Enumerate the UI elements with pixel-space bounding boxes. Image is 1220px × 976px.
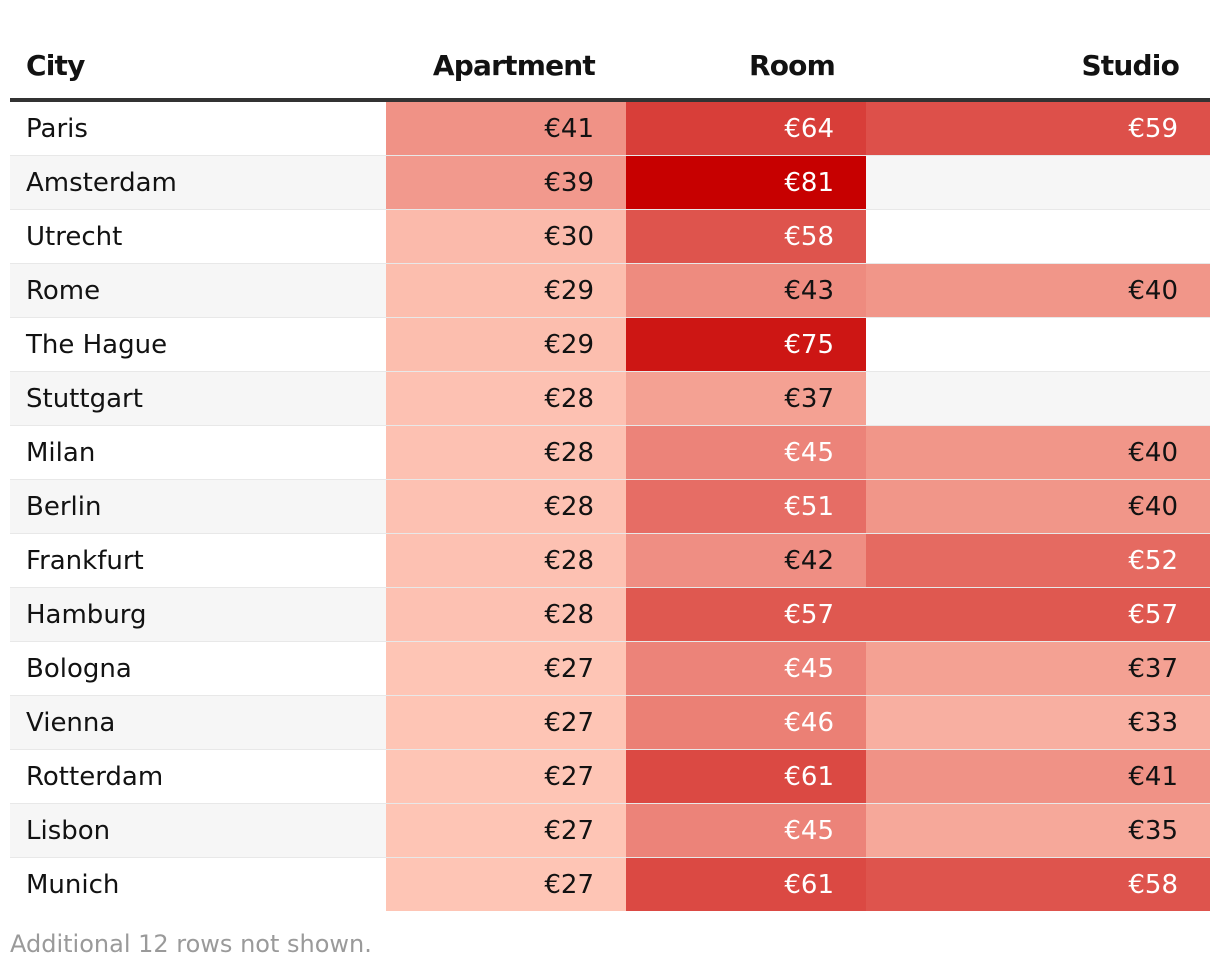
city-cell: Munich <box>10 857 386 911</box>
table-row: Vienna €27 €46 €33 <box>10 695 1210 750</box>
room-price-cell: €45 <box>626 803 866 858</box>
city-cell: The Hague <box>10 317 386 372</box>
table-row: Amsterdam €39 €81 <box>10 155 1210 210</box>
room-price-cell: €64 <box>626 100 866 156</box>
city-cell: Frankfurt <box>10 533 386 588</box>
room-price-cell: €43 <box>626 263 866 318</box>
studio-price-cell <box>866 209 1210 264</box>
table-row: Hamburg €28 €57 €57 <box>10 587 1210 642</box>
header-room[interactable]: Room <box>626 32 866 102</box>
room-price-cell: €58 <box>626 209 866 264</box>
apartment-price-cell: €27 <box>386 695 626 750</box>
room-price-cell: €57 <box>626 587 866 642</box>
apartment-price-cell: €30 <box>386 209 626 264</box>
room-price-cell: €45 <box>626 425 866 480</box>
studio-price-cell <box>866 155 1210 210</box>
studio-price-cell <box>866 371 1210 426</box>
studio-price-cell: €59 <box>866 100 1210 156</box>
studio-price-cell: €35 <box>866 803 1210 858</box>
table-row: Rome €29 €43 €40 <box>10 263 1210 318</box>
apartment-price-cell: €27 <box>386 641 626 696</box>
studio-price-cell <box>866 317 1210 372</box>
studio-price-cell: €40 <box>866 425 1210 480</box>
header-city[interactable]: City <box>10 32 386 102</box>
room-price-cell: €37 <box>626 371 866 426</box>
city-cell: Paris <box>10 100 386 156</box>
table-row: Milan €28 €45 €40 <box>10 425 1210 480</box>
apartment-price-cell: €29 <box>386 317 626 372</box>
table-row: Lisbon €27 €45 €35 <box>10 803 1210 858</box>
room-price-cell: €42 <box>626 533 866 588</box>
city-cell: Lisbon <box>10 803 386 858</box>
room-price-cell: €61 <box>626 857 866 911</box>
apartment-price-cell: €28 <box>386 587 626 642</box>
apartment-price-cell: €29 <box>386 263 626 318</box>
table-row: Munich €27 €61 €58 <box>10 857 1210 911</box>
table-row: Rotterdam €27 €61 €41 <box>10 749 1210 804</box>
header-apartment[interactable]: Apartment <box>386 32 626 102</box>
apartment-price-cell: €39 <box>386 155 626 210</box>
city-cell: Rome <box>10 263 386 318</box>
apartment-price-cell: €27 <box>386 857 626 911</box>
studio-price-cell: €58 <box>866 857 1210 911</box>
studio-price-cell: €57 <box>866 587 1210 642</box>
city-cell: Milan <box>10 425 386 480</box>
room-price-cell: €46 <box>626 695 866 750</box>
city-cell: Amsterdam <box>10 155 386 210</box>
room-price-cell: €81 <box>626 155 866 210</box>
table-row: Berlin €28 €51 €40 <box>10 479 1210 534</box>
apartment-price-cell: €41 <box>386 100 626 156</box>
studio-price-cell: €40 <box>866 263 1210 318</box>
table-body: Paris €41 €64 €59 Amsterdam €39 €81 Utrecht €30 €… <box>10 100 1210 911</box>
table-row: Bologna €27 €45 €37 <box>10 641 1210 696</box>
studio-price-cell: €37 <box>866 641 1210 696</box>
room-price-cell: €45 <box>626 641 866 696</box>
city-cell: Hamburg <box>10 587 386 642</box>
apartment-price-cell: €28 <box>386 479 626 534</box>
studio-price-cell: €41 <box>866 749 1210 804</box>
room-price-cell: €51 <box>626 479 866 534</box>
studio-price-cell: €52 <box>866 533 1210 588</box>
apartment-price-cell: €27 <box>386 749 626 804</box>
apartment-price-cell: €28 <box>386 533 626 588</box>
studio-price-cell: €40 <box>866 479 1210 534</box>
city-cell: Utrecht <box>10 209 386 264</box>
studio-price-cell: €33 <box>866 695 1210 750</box>
city-cell: Berlin <box>10 479 386 534</box>
table-row: Paris €41 €64 €59 <box>10 100 1210 156</box>
table-row: Utrecht €30 €58 <box>10 209 1210 264</box>
city-cell: Rotterdam <box>10 749 386 804</box>
city-cell: Stuttgart <box>10 371 386 426</box>
table-row: Stuttgart €28 €37 <box>10 371 1210 426</box>
apartment-price-cell: €27 <box>386 803 626 858</box>
table-row: The Hague €29 €75 <box>10 317 1210 372</box>
header-studio[interactable]: Studio <box>866 32 1210 102</box>
table-row: Frankfurt €28 €42 €52 <box>10 533 1210 588</box>
header-row: City Apartment Room Studio <box>10 32 1210 102</box>
apartment-price-cell: €28 <box>386 371 626 426</box>
rent-price-heat-table: City Apartment Room Studio Paris €41 €64 €5… <box>10 32 1210 911</box>
city-cell: Vienna <box>10 695 386 750</box>
footnote-rows-not-shown: Additional 12 rows not shown. <box>10 930 372 958</box>
city-cell: Bologna <box>10 641 386 696</box>
apartment-price-cell: €28 <box>386 425 626 480</box>
room-price-cell: €61 <box>626 749 866 804</box>
room-price-cell: €75 <box>626 317 866 372</box>
